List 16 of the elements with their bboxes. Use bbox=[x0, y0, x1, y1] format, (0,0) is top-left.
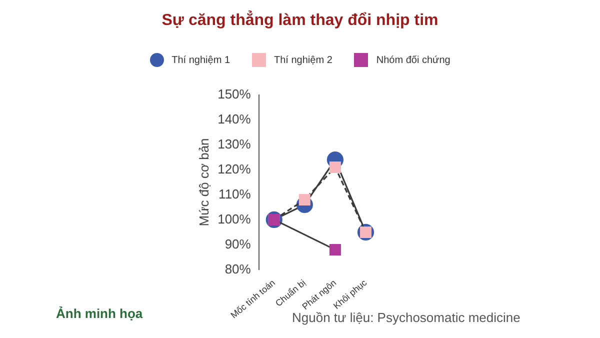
legend-label: Thí nghiệm 2 bbox=[274, 54, 332, 66]
chart-title: Sự căng thẳng làm thay đổi nhịp tim bbox=[160, 12, 440, 30]
text: Nguồn tư liệu: Psychosomatic medicine bbox=[292, 310, 520, 325]
x-tick-label: Mốc tính toán bbox=[228, 278, 277, 320]
y-tick-label: 150% bbox=[218, 86, 252, 102]
y-tick-label: 110% bbox=[218, 186, 252, 202]
y-tick-label: 140% bbox=[218, 111, 252, 126]
y-tick-label: 90% bbox=[224, 236, 252, 252]
legend-label: Nhóm đối chứng bbox=[376, 54, 450, 66]
y-tick-label: 100% bbox=[218, 211, 252, 226]
y-tick-label: 120% bbox=[218, 161, 252, 176]
legend-label: Thí nghiệm 1 bbox=[172, 54, 230, 66]
y-tick-label: 80% bbox=[224, 261, 252, 276]
text: Ảnh minh họa bbox=[56, 306, 143, 321]
y-axis-title: Mức độ cơ bản bbox=[196, 138, 212, 226]
y-tick-label: 130% bbox=[218, 136, 252, 152]
